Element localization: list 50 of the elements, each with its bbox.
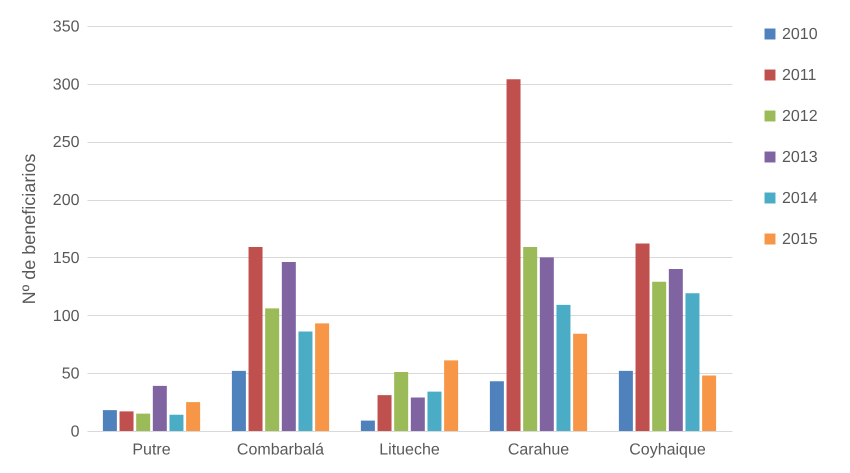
- bar: [427, 392, 442, 431]
- y-axis-title: Nº de beneficiarios: [18, 154, 39, 304]
- y-tick-label: 250: [52, 134, 80, 152]
- legend-label: 2011: [782, 67, 817, 84]
- bar: [120, 411, 134, 431]
- y-tick-label: 150: [52, 250, 80, 267]
- bar: [248, 247, 263, 431]
- bar: [523, 247, 538, 431]
- legend-label: 2014: [782, 190, 818, 207]
- x-tick-label: Carahue: [508, 442, 570, 458]
- bar: [360, 420, 375, 431]
- bar: [102, 410, 117, 431]
- bar: [685, 293, 700, 431]
- bar: [265, 308, 280, 431]
- legend-label: 2015: [782, 231, 818, 248]
- bar: [573, 334, 588, 431]
- x-tick-label: Coyhaique: [629, 442, 706, 458]
- y-tick-label: 100: [52, 308, 80, 325]
- bar: [668, 269, 683, 431]
- y-tick-label: 300: [52, 76, 80, 94]
- legend-label: 2012: [782, 108, 818, 125]
- bar: [490, 381, 504, 431]
- x-tick-label: Putre: [132, 442, 171, 458]
- bar: [232, 370, 246, 431]
- bar: [618, 370, 633, 431]
- bar: [152, 386, 167, 431]
- bar: [186, 402, 200, 431]
- x-tick-label: Combarbalá: [236, 442, 324, 458]
- bar: [636, 244, 650, 431]
- bar: [540, 257, 554, 431]
- bar: [556, 304, 570, 431]
- legend-label: 2013: [782, 149, 818, 166]
- bar: [410, 397, 425, 431]
- bar: [315, 323, 330, 431]
- legend-label: 2010: [782, 26, 818, 43]
- bar: [652, 282, 666, 431]
- y-tick-label: 350: [52, 18, 80, 36]
- bar: [378, 395, 392, 431]
- y-tick-label: 0: [70, 424, 80, 440]
- bar: [282, 262, 296, 431]
- x-tick-label: Litueche: [379, 442, 440, 458]
- y-tick-label: 200: [52, 192, 80, 210]
- bar: [136, 414, 150, 431]
- bar: [298, 331, 312, 431]
- bar: [394, 372, 408, 431]
- bar: [506, 79, 521, 431]
- y-tick-label: 50: [62, 366, 80, 383]
- bar: [169, 414, 184, 431]
- bar: [444, 360, 458, 431]
- bar: [702, 375, 716, 431]
